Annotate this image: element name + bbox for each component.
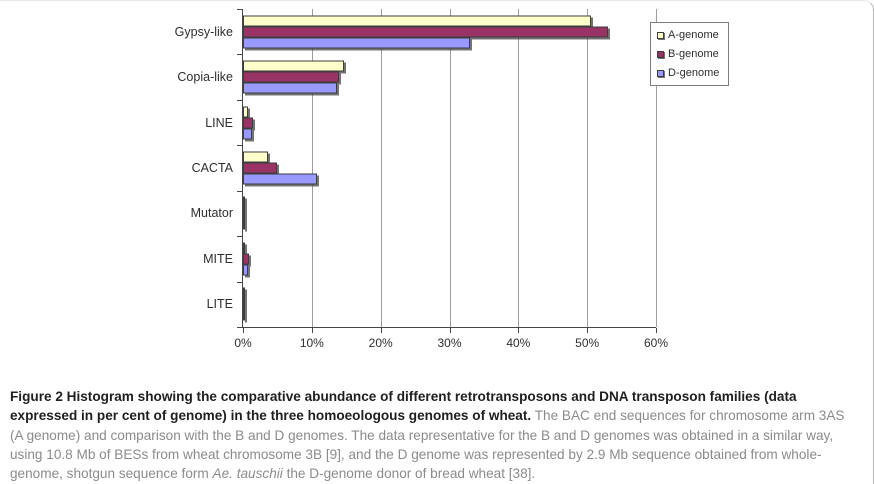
bar-b-genome: [243, 298, 245, 310]
figure-caption: Figure 2 Histogram showing the comparati…: [0, 387, 873, 483]
x-tick-label-60: 60%: [643, 336, 669, 350]
caption-italic-species: Ae. tauschii: [212, 466, 283, 482]
x-axis-tick: [518, 328, 520, 333]
legend-swatch-icon: [657, 50, 664, 58]
x-tick-label-30: 30%: [437, 336, 462, 350]
x-axis-tick: [656, 328, 657, 333]
legend-entry-a-genome: A-genome: [657, 29, 719, 41]
y-axis-tick: [237, 9, 243, 10]
y-axis-tick: [237, 190, 243, 192]
gridline-40: [518, 9, 520, 327]
legend-label: D-genome: [668, 67, 720, 79]
y-axis-tick: [237, 99, 243, 101]
legend: A-genome B-genome D-genome: [650, 22, 730, 86]
caption-bold-text: Figure 2 Histogram showing the comparati…: [10, 389, 797, 424]
chart-area: Gypsy-like Copia-like LINE CACTA Mutator MITE…: [0, 1, 873, 376]
category-row-mutator: Mutator: [191, 191, 656, 236]
x-tick-label-0: 0%: [234, 336, 252, 350]
bar-a-genome: [243, 196, 246, 208]
category-label: Gypsy-like: [174, 24, 233, 39]
x-axis-tick: [311, 328, 313, 333]
caption-regular-text-end: the D-genome donor of bread wheat [38].: [282, 466, 536, 482]
gridline-10: [311, 9, 313, 327]
y-axis-tick: [237, 236, 243, 238]
bar-a-genome: [243, 242, 246, 254]
bar-d-genome: [243, 128, 252, 140]
x-tick-label-10: 10%: [299, 336, 324, 350]
category-label: LITE: [206, 297, 233, 312]
category-label: Copia-like: [177, 70, 233, 85]
category-label: LINE: [205, 115, 233, 130]
x-axis-tick: [243, 328, 244, 333]
gridline-50: [587, 9, 589, 327]
bar-a-genome: [243, 15, 591, 27]
bar-a-genome: [243, 287, 245, 299]
x-axis-tick: [587, 328, 589, 333]
legend-label: A-genome: [668, 29, 719, 41]
category-row-lite: LITE: [207, 282, 656, 327]
bar-group: [243, 60, 656, 94]
bar-d-genome: [243, 37, 471, 49]
bar-group: [243, 287, 656, 321]
category-label: Mutator: [190, 206, 233, 221]
caption-regular-text: The BAC end sequences for chromosome arm…: [10, 408, 845, 482]
bar-b-genome: [243, 117, 254, 129]
legend-swatch-icon: [657, 69, 664, 77]
x-axis-tick: [380, 328, 382, 333]
x-tick-label-40: 40%: [506, 336, 531, 350]
bar-d-genome: [243, 218, 245, 230]
bar-group: [243, 106, 656, 140]
bar-d-genome: [243, 264, 248, 276]
plot-area: Gypsy-like Copia-like LINE CACTA Mutator MITE…: [175, 9, 668, 350]
category-row-mite: MITE: [203, 236, 656, 281]
category-label: MITE: [203, 251, 233, 266]
bar-group: [243, 196, 656, 230]
category-row-copia-like: Copia-like: [177, 54, 656, 99]
category-row-gypsy-like: Gypsy-like: [175, 9, 656, 54]
legend-swatch-icon: [657, 31, 664, 39]
x-tick-label-50: 50%: [575, 336, 600, 350]
y-axis-tick: [237, 145, 243, 147]
x-axis-tick: [449, 328, 451, 333]
category-row-line: LINE: [205, 100, 656, 145]
bar-a-genome: [243, 151, 268, 163]
bar-d-genome: [243, 173, 318, 185]
y-axis-tick: [237, 327, 243, 328]
gridline-60: [656, 9, 657, 327]
bar-d-genome: [243, 309, 246, 321]
legend-entry-b-genome: B-genome: [657, 48, 719, 60]
y-axis-tick: [237, 281, 243, 283]
bar-a-genome: [243, 106, 248, 118]
category-row-cacta: CACTA: [192, 145, 656, 190]
bar-group: [243, 15, 656, 49]
bar-b-genome: [243, 253, 249, 265]
legend-entry-d-genome: D-genome: [657, 67, 719, 79]
x-tick-label-20: 20%: [368, 336, 393, 350]
bar-b-genome: [243, 207, 245, 219]
bar-group: [243, 242, 656, 276]
gridline-30: [449, 9, 451, 327]
bar-d-genome: [243, 82, 338, 94]
category-label: CACTA: [191, 160, 233, 175]
legend-label: B-genome: [668, 48, 719, 60]
bar-b-genome: [243, 162, 278, 174]
bar-b-genome: [243, 71, 340, 83]
bar-a-genome: [243, 60, 345, 72]
bar-b-genome: [243, 26, 608, 38]
bar-group: [243, 151, 656, 185]
y-axis-tick: [237, 54, 243, 56]
gridline-20: [380, 9, 382, 327]
